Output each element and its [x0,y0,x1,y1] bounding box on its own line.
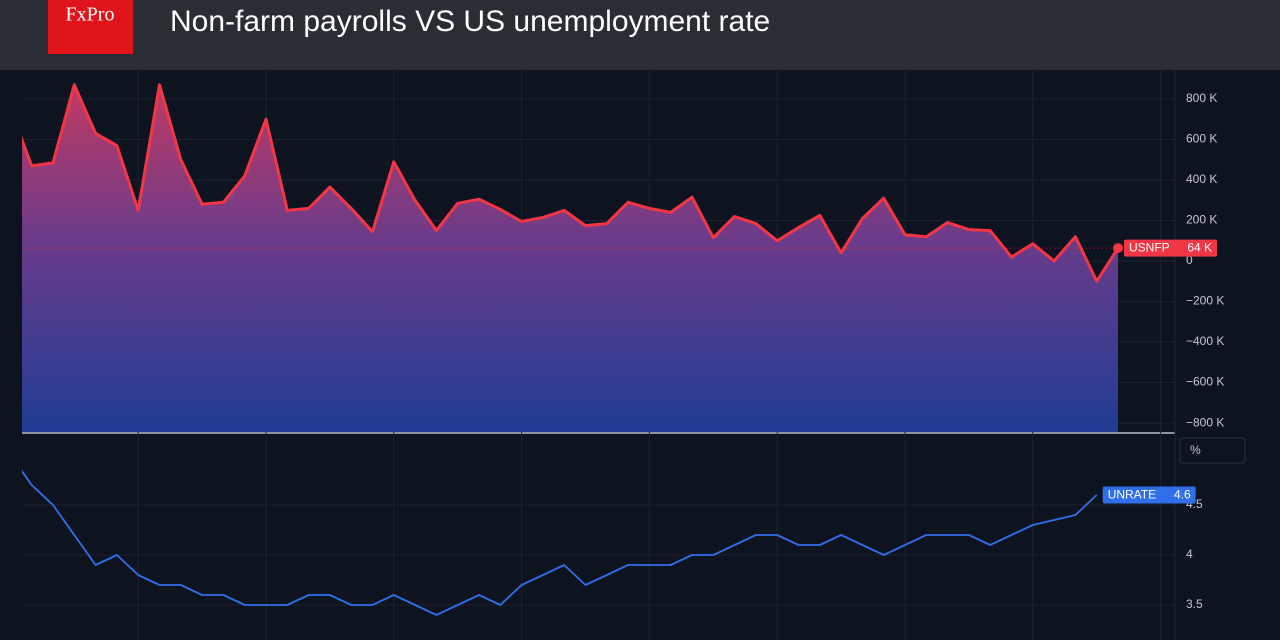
y-tick-label: 0 [1186,253,1193,267]
unit-box [1179,437,1246,464]
value-label-box [1102,486,1196,504]
y-tick-label: 600 K [1186,132,1217,146]
page-title: Non-farm payrolls VS US unemployment rat… [170,5,770,38]
y-tick-label: −800 K [1186,415,1224,429]
value-label-box [1124,239,1217,257]
unit-label: % [1190,443,1201,457]
y-tick-label: 400 K [1186,172,1217,186]
logo-box [48,0,133,54]
series-line [22,469,1098,616]
header-bar [0,0,1280,70]
area-fill [22,84,1118,432]
plot-area [22,70,1175,640]
series-name: USNFP [1129,241,1170,255]
logo: FxPro [66,4,115,26]
y-tick-label: 200 K [1186,213,1217,227]
y-tick-label: −600 K [1186,375,1224,389]
y-tick-label: 3.5 [1186,597,1203,611]
y-tick-label: 800 K [1186,91,1217,105]
last-point [1113,243,1123,254]
series-name: UNRATE [1108,488,1156,502]
y-tick-label: −400 K [1186,334,1224,348]
y-tick-label: 4 [1186,547,1193,561]
value-label: 4.6 [1174,488,1191,502]
value-label: 64 K [1187,241,1212,255]
series-line [22,83,1120,283]
y-tick-label: −200 K [1186,294,1224,308]
